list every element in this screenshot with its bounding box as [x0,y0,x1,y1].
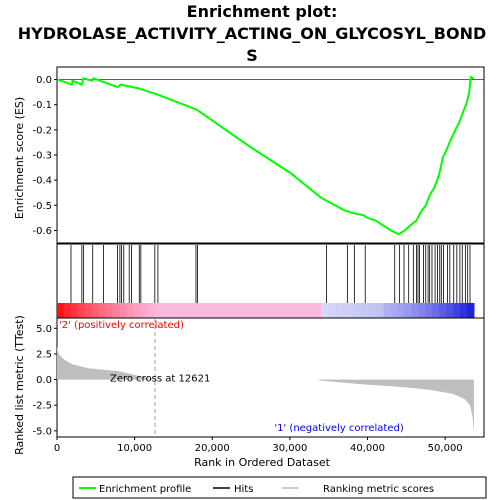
x-tick-label: 50,000 [428,443,463,454]
chart-title-line-1: Enrichment plot: [187,2,338,21]
es-panel: 0.0 -0.1 -0.2 -0.3 -0.4 -0.5 -0.6 [32,66,485,244]
ranking-gradient-segment [98,303,107,318]
ranking-gradient-segment [376,303,385,318]
metric-y-tick-label: 0.0 [36,375,52,386]
ranking-gradient-segment [369,303,378,318]
ranking-gradient-segment [348,303,357,318]
ranking-gradient-segment [209,303,218,318]
legend-box [72,476,487,499]
ranking-gradient-segment [168,303,176,318]
es-y-tick-label: -0.2 [32,125,52,136]
ranking-gradient-segment [161,303,169,318]
ranking-gradient-segment [133,303,141,318]
es-y-tick-label: 0.0 [36,75,52,86]
x-tick-label: 30,000 [272,443,307,454]
es-plot-frame [56,66,485,244]
es-y-axis-label: Enrichment score (ES) [13,97,26,219]
es-y-tick-label: -0.1 [32,100,52,111]
x-axis-label: Rank in Ordered Dataset [194,456,331,469]
ranking-gradient-segment [202,303,211,318]
ranking-gradient-segment [119,303,128,318]
ranking-gradient-segment [258,303,267,318]
metric-y-tick-label: -2.5 [32,401,52,412]
hits-panel [56,243,485,319]
chart-title-line-2: HYDROLASE_ACTIVITY_ACTING_ON_GLYCOSYL_BO… [18,24,487,43]
ranking-gradient-segment [77,303,86,318]
ranking-gradient-segment [272,303,280,318]
ranking-gradient-segment [251,303,260,318]
ranking-gradient-segment [105,303,114,318]
ranking-gradient-segment [140,303,148,318]
ranking-gradient-segment [314,303,322,318]
ranking-gradient-segment [265,303,274,318]
ranking-gradient-segment [383,303,392,318]
x-tick-label: 40,000 [350,443,385,454]
ranking-gradient-segment [460,303,468,318]
positive-correlation-label: '2' (positively correlated) [59,320,184,331]
ranking-gradient-segment [147,303,155,318]
es-y-tick-label: -0.6 [32,226,52,237]
ranking-gradient-segment [300,303,308,318]
metric-panel: Zero cross at 12621 '2' (positively corre… [32,317,485,454]
zero-cross-label: Zero cross at 12621 [110,374,210,385]
ranking-gradient-segment [70,303,79,318]
ranking-gradient-segment [397,303,406,318]
metric-y-tick-label: 5.0 [36,324,52,335]
ranking-gradient-segment [216,303,225,318]
ranking-gradient-segment [466,303,475,318]
ranking-gradient-segment [307,303,315,318]
es-y-tick-label: -0.5 [32,201,52,212]
ranking-gradient-segment [126,303,135,318]
ranking-gradient-segment [244,303,253,318]
ranking-gradient-segment [321,303,329,318]
ranking-gradient-segment [84,303,93,318]
ranking-gradient-segment [63,303,72,318]
ranking-gradient-segment [446,303,454,318]
ranking-gradient-segment [57,303,65,318]
ranking-gradient-segment [175,303,183,318]
ranking-gradient-segment [230,303,239,318]
ranking-gradient-segment [112,303,121,318]
ranking-gradient-segment [334,303,343,318]
ranking-gradient-segment [327,303,336,318]
chart-title-line-3: S [246,46,258,65]
x-tick-label: 0 [54,443,60,454]
es-y-tick-label: -0.3 [32,151,52,162]
ranking-gradient-segment [91,303,100,318]
ranking-gradient-segment [411,303,419,318]
legend: Enrichment profile Hits Ranking metric s… [72,476,487,499]
ranking-gradient-segment [390,303,399,318]
ranking-gradient-segment [439,303,447,318]
ranking-gradient-segment [182,303,190,318]
ranking-gradient-segment [432,303,440,318]
metric-y-axis-label: Ranked list metric (TTest) [13,315,26,455]
ranking-gradient-segment [279,303,287,318]
ranking-gradient-segment [154,303,162,318]
ranking-gradient-segment [341,303,350,318]
legend-hits-label: Hits [234,484,253,495]
negative-correlation-label: '1' (negatively correlated) [274,423,403,434]
ranking-gradient-segment [362,303,371,318]
enrichment-profile-line [56,75,475,236]
metric-y-tick-label: -5.0 [32,426,52,437]
metric-y-tick-label: 2.5 [36,349,52,360]
ranking-gradient-segment [293,303,301,318]
ranking-gradient-segment [286,303,294,318]
x-tick-label: 20,000 [195,443,230,454]
ranking-gradient-segment [223,303,232,318]
ranking-gradient-segment [404,303,412,318]
ranking-gradient-segment [355,303,364,318]
ranking-gradient-segment [237,303,246,318]
ranking-gradient-segment [418,303,426,318]
ranking-gradient-segment [453,303,461,318]
legend-metric-label: Ranking metric scores [323,484,434,495]
x-tick-label: 10,000 [117,443,152,454]
ranking-gradient-segment [189,303,197,318]
ranking-gradient-segment [195,303,204,318]
es-y-tick-label: -0.4 [32,176,52,187]
legend-profile-label: Enrichment profile [99,484,191,495]
ranking-gradient-segment [425,303,433,318]
